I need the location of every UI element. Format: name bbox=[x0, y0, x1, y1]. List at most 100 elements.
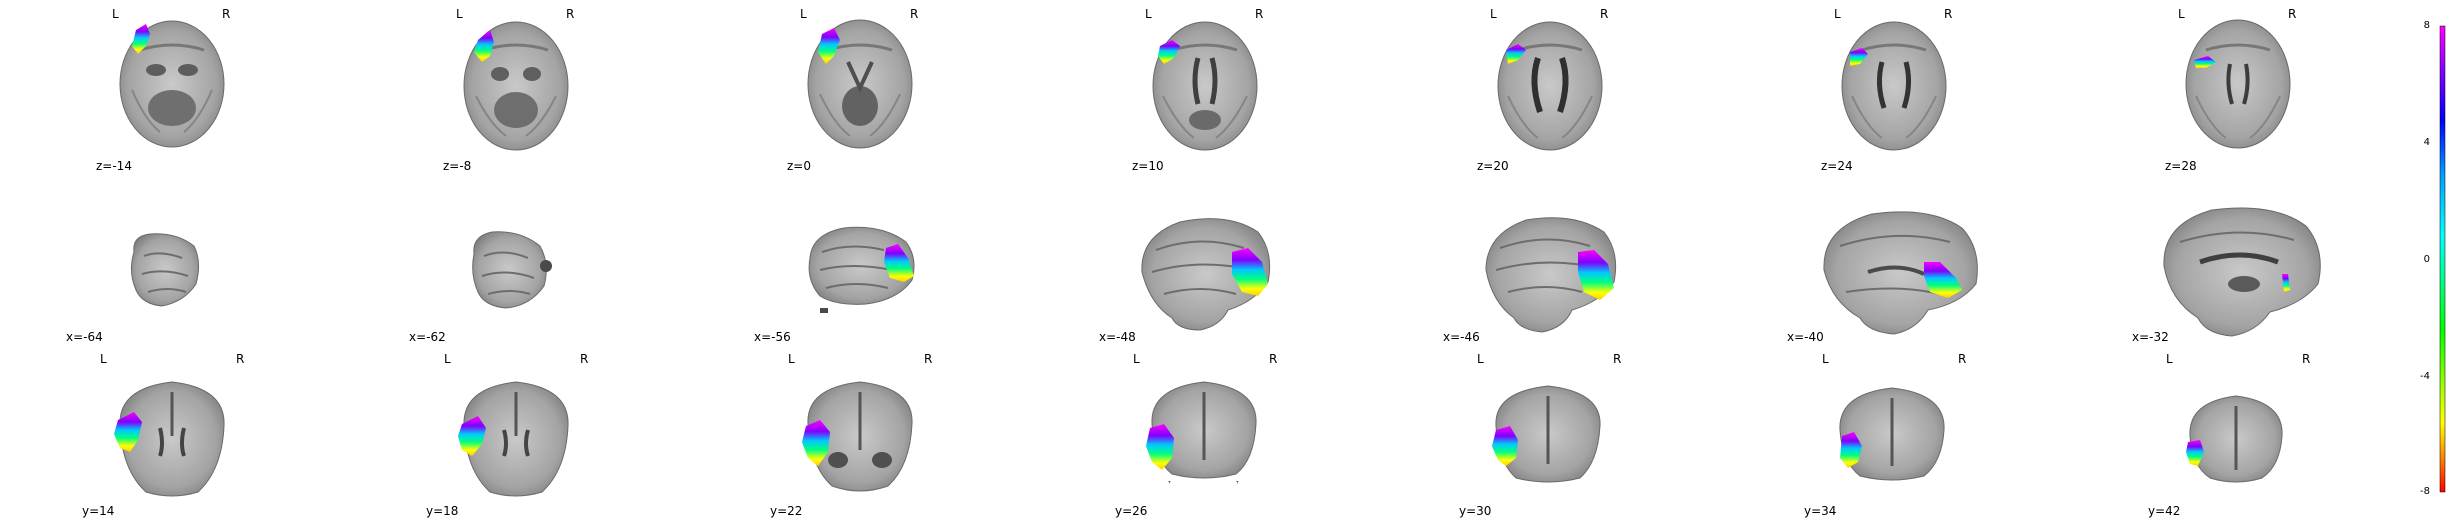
activation-cluster bbox=[1578, 250, 1614, 300]
axial-panel: L R z=-8 bbox=[443, 7, 574, 173]
coronal-panel: L R y=34 bbox=[1804, 352, 1966, 518]
sagittal-panel: x=-48 bbox=[1099, 218, 1271, 344]
activation-cluster bbox=[802, 420, 830, 466]
axial-brain-slice bbox=[2185, 19, 2291, 149]
activation-cluster bbox=[1850, 48, 1868, 66]
slice-coordinate-label: y=26 bbox=[1115, 504, 1147, 518]
right-orientation-label: R bbox=[580, 352, 588, 366]
slice-coordinate-label: z=10 bbox=[1132, 159, 1164, 173]
axial-panel: L R z=-14 bbox=[96, 7, 230, 173]
right-orientation-label: R bbox=[1255, 7, 1263, 21]
sagittal-brain-slice bbox=[1141, 218, 1271, 331]
sagittal-panel: x=-40 bbox=[1787, 211, 1978, 344]
axial-panel: L R z=10 bbox=[1132, 7, 1263, 173]
coronal-brain-slice bbox=[807, 381, 913, 492]
colorbar-gradient bbox=[2439, 25, 2446, 493]
left-orientation-label: L bbox=[1822, 352, 1829, 366]
slice-coordinate-label: x=-56 bbox=[754, 330, 791, 344]
slice-coordinate-label: x=-48 bbox=[1099, 330, 1136, 344]
right-orientation-label: R bbox=[924, 352, 932, 366]
coronal-panel: L R ᵀ ᵀ y=26 bbox=[1115, 352, 1277, 518]
left-orientation-label: L bbox=[1490, 7, 1497, 21]
activation-cluster bbox=[132, 24, 150, 54]
activation-cluster bbox=[1492, 426, 1518, 466]
sagittal-brain-slice bbox=[1823, 211, 1978, 335]
coronal-brain-slice bbox=[463, 381, 569, 497]
left-orientation-label: L bbox=[788, 352, 795, 366]
sagittal-panel: x=-62 bbox=[409, 231, 552, 344]
left-orientation-label: L bbox=[1145, 7, 1152, 21]
right-orientation-label: R bbox=[222, 7, 230, 21]
activation-cluster bbox=[1506, 44, 1526, 64]
right-orientation-label: R bbox=[1958, 352, 1966, 366]
slice-coordinate-label: y=22 bbox=[770, 504, 802, 518]
axial-brain-slice bbox=[1497, 21, 1603, 151]
colorbar-tick-label: -8 bbox=[2420, 486, 2430, 497]
right-orientation-label: R bbox=[236, 352, 244, 366]
slice-coordinate-label: x=-46 bbox=[1443, 330, 1480, 344]
activation-cluster bbox=[2194, 56, 2216, 68]
right-orientation-label: R bbox=[1600, 7, 1608, 21]
activation-cluster bbox=[114, 412, 142, 452]
axial-brain-slice bbox=[1841, 21, 1947, 151]
left-orientation-label: L bbox=[2166, 352, 2173, 366]
sagittal-brain-slice bbox=[2163, 207, 2321, 337]
axial-panel: L R z=24 bbox=[1821, 7, 1952, 173]
slice-coordinate-label: z=20 bbox=[1477, 159, 1509, 173]
coronal-row: L R y=14 L R y=18 bbox=[82, 352, 2310, 518]
slice-coordinate-label: x=-40 bbox=[1787, 330, 1824, 344]
left-orientation-label: L bbox=[800, 7, 807, 21]
right-orientation-label: R bbox=[2302, 352, 2310, 366]
coronal-brain-slice bbox=[119, 381, 225, 497]
activation-cluster bbox=[1158, 40, 1180, 64]
slice-coordinate-label: y=14 bbox=[82, 504, 114, 518]
activation-cluster bbox=[474, 30, 494, 62]
right-orientation-label: R bbox=[910, 7, 918, 21]
right-orientation-label: R bbox=[566, 7, 574, 21]
activation-cluster bbox=[1840, 432, 1862, 468]
activation-cluster bbox=[1924, 262, 1962, 298]
right-orientation-label: R bbox=[1944, 7, 1952, 21]
slice-coordinate-label: y=18 bbox=[426, 504, 458, 518]
slice-coordinate-label: y=34 bbox=[1804, 504, 1836, 518]
coronal-brain-slice bbox=[1839, 387, 1945, 481]
slice-coordinate-label: z=-14 bbox=[96, 159, 132, 173]
coronal-panel: L R y=14 bbox=[82, 352, 244, 518]
right-orientation-label: R bbox=[2288, 7, 2296, 21]
sagittal-panel: x=-32 bbox=[2132, 207, 2321, 344]
activation-cluster bbox=[2186, 440, 2204, 466]
sagittal-brain-slice bbox=[130, 233, 200, 307]
activation-cluster bbox=[1232, 248, 1268, 296]
slice-coordinate-label: y=42 bbox=[2148, 504, 2180, 518]
coronal-panel: L R y=30 bbox=[1459, 352, 1621, 518]
slice-coordinate-label: z=28 bbox=[2165, 159, 2197, 173]
slice-coordinate-label: x=-64 bbox=[66, 330, 103, 344]
coronal-panel: L R y=42 bbox=[2148, 352, 2310, 518]
slice-coordinate-label: y=30 bbox=[1459, 504, 1491, 518]
left-orientation-label: L bbox=[100, 352, 107, 366]
svg-text:ᵀ: ᵀ bbox=[1235, 480, 1239, 488]
colorbar-tick-label: 4 bbox=[2424, 137, 2430, 148]
colorbar-tick-label: 0 bbox=[2424, 254, 2430, 265]
axial-panel: L R z=0 bbox=[787, 7, 918, 173]
colorbar-tick-label: -4 bbox=[2420, 371, 2430, 382]
activation-cluster bbox=[2282, 274, 2290, 292]
coronal-brain-slice bbox=[2189, 395, 2283, 483]
axial-brain-slice bbox=[1152, 21, 1258, 151]
left-orientation-label: L bbox=[1834, 7, 1841, 21]
slice-coordinate-label: z=-8 bbox=[443, 159, 471, 173]
left-orientation-label: L bbox=[2178, 7, 2185, 21]
axial-brain-slice bbox=[119, 20, 225, 148]
slice-coordinate-label: z=0 bbox=[787, 159, 811, 173]
sagittal-panel: x=-56 bbox=[754, 226, 915, 344]
coronal-brain-slice bbox=[1495, 385, 1601, 483]
right-orientation-label: R bbox=[1613, 352, 1621, 366]
sagittal-panel: x=-46 bbox=[1443, 217, 1617, 344]
colorbar-tick-label: 8 bbox=[2424, 20, 2430, 31]
left-orientation-label: L bbox=[456, 7, 463, 21]
left-orientation-label: L bbox=[444, 352, 451, 366]
svg-text:ᵀ: ᵀ bbox=[1167, 480, 1171, 488]
sagittal-brain-slice bbox=[808, 226, 915, 313]
slice-coordinate-label: x=-32 bbox=[2132, 330, 2169, 344]
